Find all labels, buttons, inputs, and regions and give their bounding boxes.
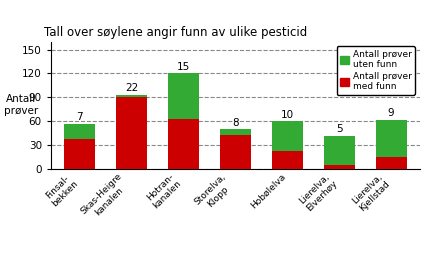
Text: 10: 10 bbox=[281, 110, 294, 120]
Bar bbox=[324, 135, 355, 165]
Text: 8: 8 bbox=[232, 118, 239, 128]
Legend: Antall prøver
uten funn, Antall prøver
med funn: Antall prøver uten funn, Antall prøver m… bbox=[337, 46, 415, 95]
Bar bbox=[220, 129, 251, 135]
Bar bbox=[272, 121, 303, 152]
Text: 7: 7 bbox=[76, 112, 83, 122]
Text: 9: 9 bbox=[388, 108, 394, 118]
Bar bbox=[220, 135, 251, 169]
Y-axis label: Antall
prøver: Antall prøver bbox=[3, 94, 38, 116]
Bar bbox=[116, 97, 147, 169]
Bar bbox=[64, 139, 95, 169]
Bar bbox=[168, 119, 199, 169]
Bar bbox=[376, 120, 407, 157]
Bar bbox=[168, 73, 199, 119]
Text: 15: 15 bbox=[177, 62, 190, 72]
Text: 22: 22 bbox=[125, 83, 138, 93]
Bar bbox=[272, 152, 303, 169]
Text: Tall over søylene angir funn av ulike pesticid: Tall over søylene angir funn av ulike pe… bbox=[44, 26, 307, 39]
Bar bbox=[64, 124, 95, 139]
Bar bbox=[324, 165, 355, 169]
Bar bbox=[116, 95, 147, 97]
Bar bbox=[376, 157, 407, 169]
Text: 5: 5 bbox=[336, 124, 343, 134]
